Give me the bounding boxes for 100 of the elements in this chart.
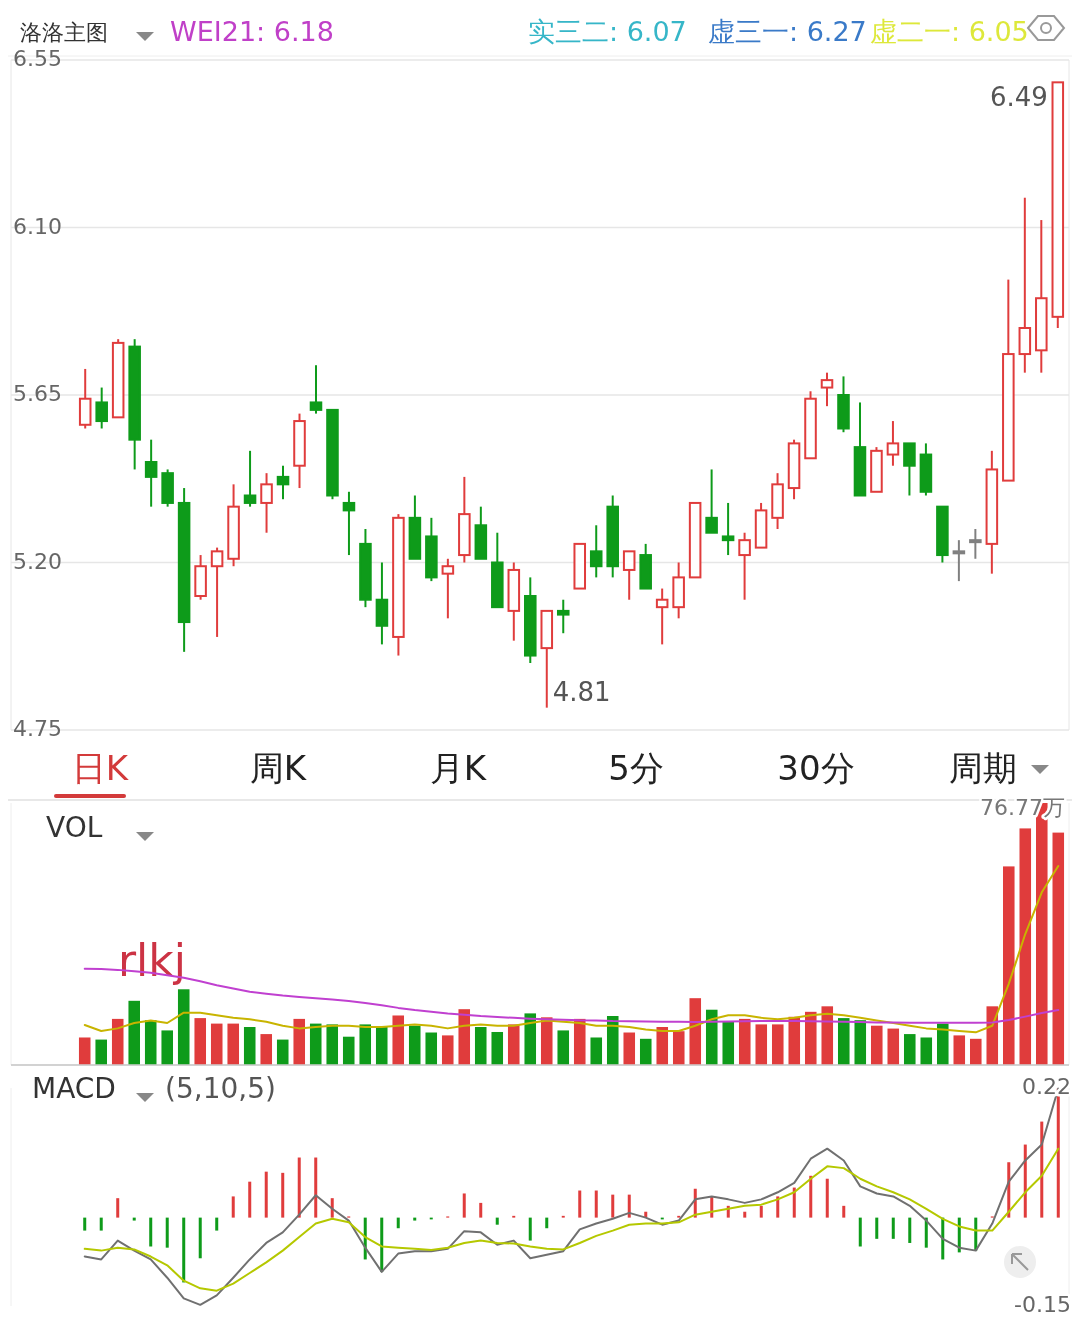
bar [194, 1018, 207, 1065]
bar [776, 1196, 780, 1218]
chart-title: 洛洛主图 [20, 20, 108, 45]
candlestick [969, 528, 982, 560]
candlestick [276, 464, 290, 501]
bar [594, 1190, 598, 1218]
y-tick-label: 5.20 [13, 548, 62, 574]
bar [524, 1013, 537, 1065]
candlestick [820, 371, 834, 408]
candlestick [441, 557, 455, 620]
bar [837, 1018, 850, 1065]
bar [243, 1027, 256, 1065]
candlestick [243, 449, 257, 508]
bar [804, 1011, 817, 1065]
bar [528, 1217, 532, 1241]
bar [908, 1217, 912, 1243]
bar [458, 1009, 471, 1065]
bar [722, 1021, 735, 1065]
text: 月K [429, 747, 488, 788]
candlestick [144, 438, 158, 508]
candlestick [705, 468, 718, 534]
bar [342, 1036, 355, 1065]
candlestick [556, 598, 570, 635]
bar [293, 1018, 306, 1065]
bar [545, 1217, 549, 1229]
bar [705, 1009, 718, 1065]
bar [161, 1030, 173, 1065]
bar [821, 1006, 834, 1065]
y-tick-label: 0.22 [1022, 1074, 1071, 1099]
text: 周K [249, 747, 308, 788]
bar [903, 1034, 916, 1065]
annotation: 6.49 [989, 81, 1048, 112]
bar [83, 1217, 87, 1231]
candlestick [342, 490, 356, 557]
bar [573, 1018, 586, 1065]
bar [1003, 866, 1015, 1065]
candlestick [903, 442, 916, 497]
bar [144, 1020, 157, 1065]
bar [276, 1039, 289, 1065]
bar [260, 1034, 273, 1065]
bar [771, 1024, 784, 1065]
bar [606, 1016, 619, 1065]
candlestick [210, 546, 224, 638]
bar [149, 1217, 153, 1247]
bar [297, 1157, 301, 1218]
text: 虚三一: 6.27 [708, 16, 867, 47]
bar [1052, 832, 1065, 1065]
bar [128, 1000, 140, 1065]
bar [743, 1211, 747, 1218]
bar [854, 1020, 867, 1065]
bar [507, 1024, 520, 1065]
bar [165, 1217, 169, 1248]
bar [825, 1178, 829, 1218]
bar [462, 1193, 466, 1218]
y-tick-label: 6.10 [13, 213, 62, 239]
bar [759, 1205, 763, 1218]
bar [792, 1187, 796, 1218]
bar [639, 1038, 652, 1065]
bar [396, 1217, 400, 1229]
bar [875, 1217, 879, 1239]
bar [920, 1037, 933, 1065]
annotation: rlkj [118, 935, 187, 986]
bar [578, 1190, 582, 1218]
line-series [83, 1147, 1060, 1292]
bar [495, 1217, 499, 1225]
bar [116, 1198, 120, 1218]
bar [590, 1037, 603, 1065]
bar [177, 989, 190, 1065]
candlestick [721, 501, 735, 557]
bar [215, 1217, 219, 1231]
text: 30分 [777, 747, 855, 788]
bar [891, 1217, 895, 1239]
bar [210, 1023, 223, 1065]
bar [755, 1024, 768, 1065]
bar [314, 1157, 318, 1218]
bar [375, 1027, 388, 1065]
candlestick [886, 420, 900, 467]
y-tick-label: -0.15 [1014, 1292, 1071, 1317]
bar [425, 1032, 438, 1065]
bar [132, 1217, 136, 1221]
bar [326, 1024, 339, 1065]
candlestick [309, 364, 323, 415]
bar [182, 1217, 186, 1283]
bar [95, 1039, 107, 1065]
bar [953, 1035, 966, 1065]
bar [359, 1024, 372, 1065]
bar [491, 1031, 504, 1065]
text: 虚二一: 6.05 [870, 16, 1029, 47]
bar [842, 1205, 846, 1218]
candlestick [95, 386, 108, 430]
bar [380, 1217, 384, 1272]
bar [788, 1016, 801, 1065]
text: 实三二: 6.07 [528, 16, 687, 47]
bar [392, 1015, 405, 1065]
bar [870, 1025, 883, 1065]
candlestick [655, 587, 669, 646]
bar [99, 1217, 103, 1231]
bar [479, 1202, 483, 1218]
bar [656, 1027, 669, 1065]
annotation: 4.81 [552, 677, 611, 708]
